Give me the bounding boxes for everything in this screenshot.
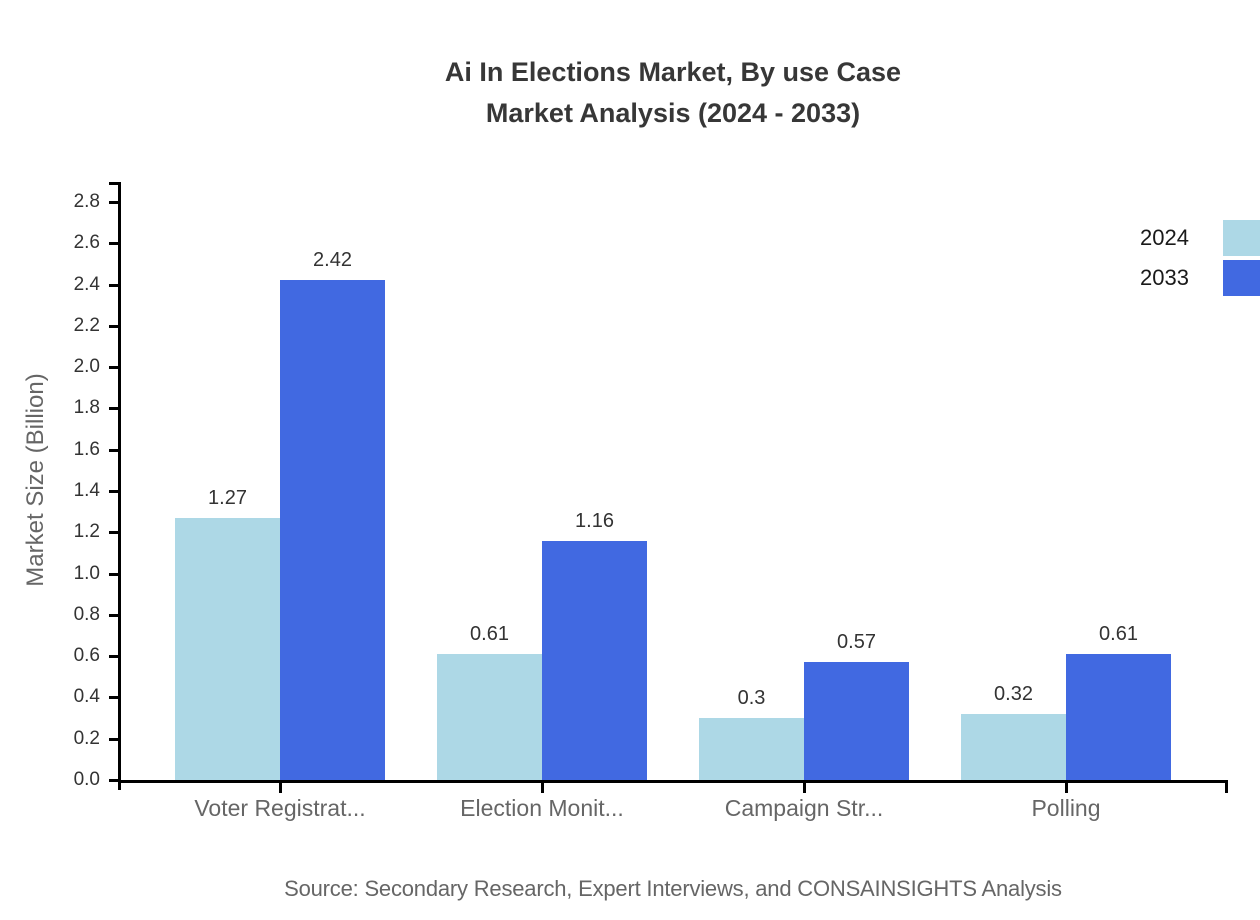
value-label-2033-1: 1.16 — [575, 509, 614, 532]
legend-swatch-2024 — [1223, 220, 1260, 256]
category-label-2: Campaign Str... — [724, 795, 884, 821]
value-label-2033-3: 0.61 — [1099, 623, 1138, 646]
y-tick-label: 1.4 — [73, 480, 100, 501]
y-axis-top-cap — [109, 182, 118, 185]
y-tick — [109, 242, 118, 246]
y-tick — [109, 324, 118, 328]
y-tick — [109, 283, 118, 287]
x-tick — [1065, 783, 1068, 793]
legend-label-2024: 2024 — [1140, 225, 1189, 250]
value-label-2024-1: 0.61 — [470, 623, 509, 646]
x-tick — [279, 783, 282, 793]
y-tick-label: 1.6 — [73, 438, 100, 460]
bar-2024-3 — [961, 713, 1066, 780]
category-label-1: Election Monit... — [460, 795, 624, 821]
y-tick-label: 2.0 — [73, 356, 100, 378]
bar-2024-1 — [437, 654, 542, 780]
y-tick — [109, 696, 118, 700]
y-tick-label: 0.6 — [73, 645, 100, 667]
y-tick-label: 2.4 — [73, 273, 100, 295]
y-tick — [109, 531, 118, 535]
y-tick-label: 1.8 — [73, 397, 100, 419]
y-tick-label: 0.4 — [73, 686, 100, 708]
y-axis-line — [118, 182, 121, 790]
y-tick-label: 0.0 — [73, 769, 100, 790]
bar-2033-0 — [280, 280, 385, 780]
y-tick — [109, 655, 118, 659]
x-axis-line — [118, 780, 1228, 783]
bar-2024-0 — [175, 517, 280, 780]
bar-2033-3 — [1066, 654, 1171, 780]
bar-2033-2 — [804, 662, 909, 780]
bar-2024-2 — [699, 718, 804, 780]
x-tick — [803, 783, 806, 793]
y-tick-label: 2.8 — [73, 191, 100, 212]
x-tick — [541, 783, 544, 793]
legend-item-2033: 2033 — [1140, 258, 1260, 298]
legend-label-2033: 2033 — [1140, 265, 1189, 290]
chart-title-line1: Ai In Elections Market, By use Case — [444, 57, 902, 87]
y-tick — [109, 448, 118, 452]
y-tick-label: 0.2 — [73, 727, 100, 749]
y-tick — [109, 490, 118, 493]
chart-title: Ai In Elections Market, By use Case Mark… — [118, 52, 1228, 134]
y-tick-label: 1.2 — [73, 521, 100, 543]
y-tick-label: 2.6 — [73, 232, 100, 254]
category-label-0: Voter Registrat... — [194, 795, 366, 821]
x-axis-right-cap — [1225, 780, 1228, 793]
y-tick — [109, 737, 118, 741]
value-label-2033-0: 2.42 — [313, 249, 352, 272]
source-caption: Source: Secondary Research, Expert Inter… — [284, 876, 1062, 901]
y-tick — [109, 779, 118, 782]
y-tick-label: 0.8 — [73, 603, 100, 625]
legend: 2024 2033 — [1140, 218, 1260, 298]
y-tick-label: 2.2 — [73, 314, 100, 336]
y-tick — [109, 366, 118, 370]
y-tick-label: 1.0 — [73, 562, 100, 584]
value-label-2024-3: 0.32 — [994, 682, 1033, 705]
category-label-3: Polling — [1031, 795, 1101, 821]
chart-title-line2: Market Analysis (2024 - 2033) — [485, 98, 861, 128]
y-tick — [109, 613, 118, 617]
value-label-2024-0: 1.27 — [208, 486, 247, 509]
bar-2033-1 — [542, 540, 647, 780]
value-label-2033-2: 0.57 — [837, 631, 876, 654]
y-tick — [109, 407, 118, 411]
legend-swatch-2033 — [1223, 260, 1260, 296]
y-tick — [109, 572, 118, 576]
y-tick — [109, 201, 118, 204]
value-label-2024-2: 0.3 — [737, 687, 766, 710]
legend-item-2024: 2024 — [1140, 218, 1260, 258]
